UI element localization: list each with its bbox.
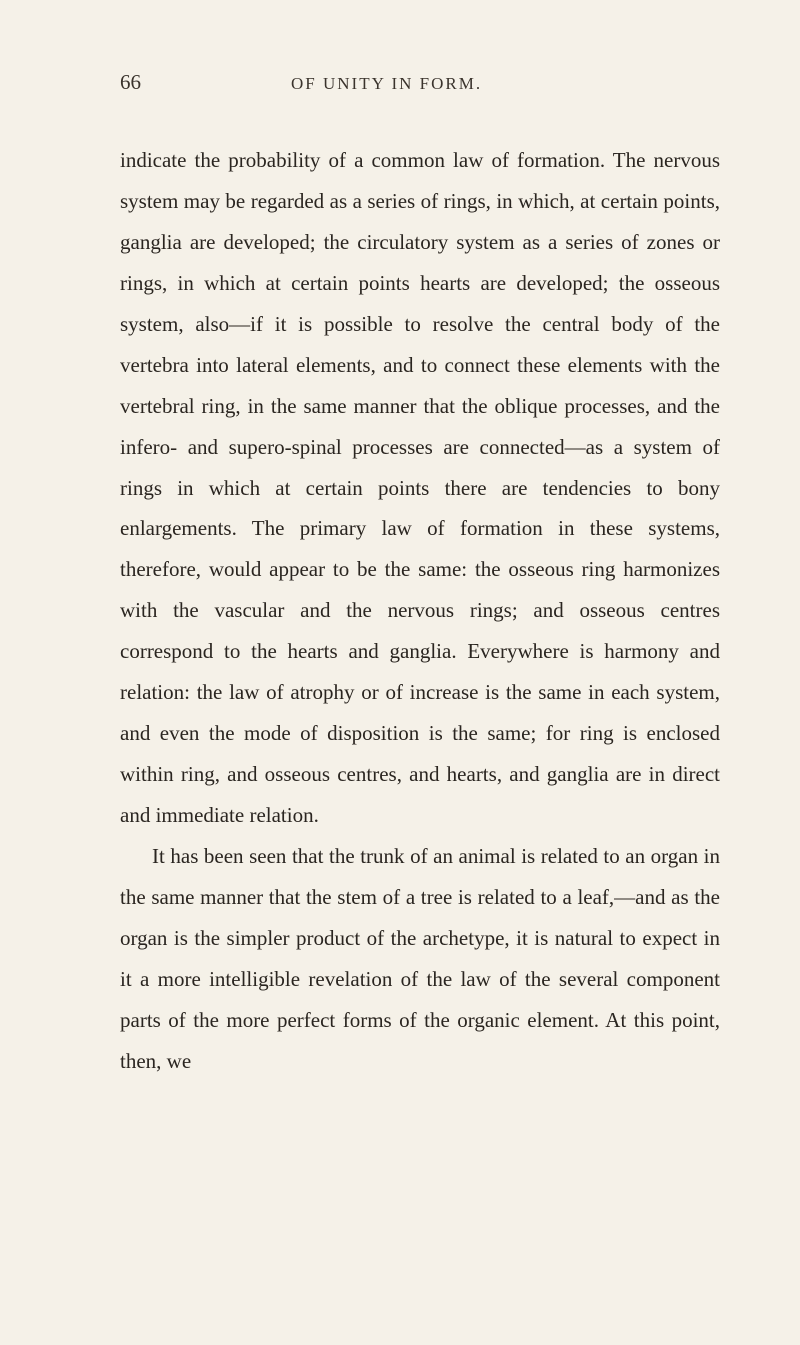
page-header: 66 OF UNITY IN FORM. — [120, 70, 720, 95]
paragraph-2: It has been seen that the trunk of an an… — [120, 836, 720, 1082]
page-number: 66 — [120, 70, 141, 95]
running-title: OF UNITY IN FORM. — [291, 74, 482, 94]
paragraph-1: indicate the probability of a common law… — [120, 140, 720, 836]
body-text: indicate the probability of a common law… — [120, 140, 720, 1082]
